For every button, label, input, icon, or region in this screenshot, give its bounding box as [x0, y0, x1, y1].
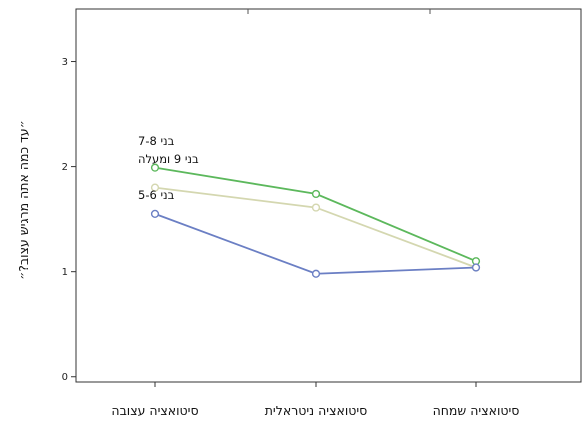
data-point [311, 189, 321, 199]
data-point [150, 163, 160, 172]
y-axis-label: ״עד כמה אתה מרגיש עצוב?״ [16, 120, 31, 280]
y-tick-label: 3 [62, 57, 68, 68]
data-point [150, 183, 160, 192]
series-labels: בני 7-8 בני 9 ומעלה בני 5-6 [138, 134, 199, 202]
series-label: בני 7-8 [138, 134, 175, 148]
series-layer [150, 163, 481, 278]
x-tick-label: סיטואציה שמחה [433, 403, 520, 418]
data-point [471, 263, 481, 272]
data-point [311, 269, 321, 278]
y-axis: 0 1 2 3 [62, 57, 76, 383]
data-point [311, 203, 321, 212]
y-tick-label: 2 [62, 162, 68, 173]
plot-frame [75, 8, 582, 383]
series-label: בני 5-6 [138, 188, 175, 202]
x-tick-label: סיטואציה ניטראלית [265, 403, 368, 418]
y-tick-label: 0 [62, 372, 68, 383]
x-axis: סיטואציה עצובה סיטואציה ניטראלית סיטואציה … [111, 382, 519, 418]
series-label: בני 9 ומעלה [138, 152, 199, 166]
data-point [150, 209, 160, 218]
x-tick-label: סיטואציה עצובה [111, 403, 198, 418]
y-tick-label: 1 [62, 267, 68, 278]
